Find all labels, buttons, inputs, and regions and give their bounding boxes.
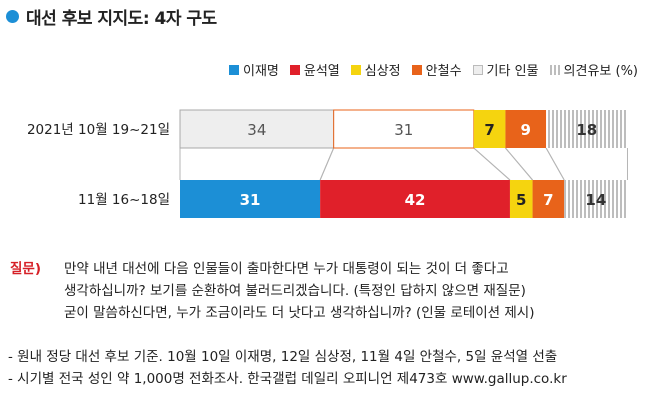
legend-item: 기타 인물 <box>472 60 539 79</box>
bar-value-label: 34 <box>247 121 266 139</box>
bar-value-label: 5 <box>516 191 526 209</box>
bar-value-label: 18 <box>576 121 597 139</box>
bar-value-label: 7 <box>543 191 553 209</box>
connector-line <box>319 147 335 181</box>
segment-connectors <box>179 147 628 181</box>
legend-item: 안철수 <box>411 60 462 79</box>
category-label: 11월 16~18일 <box>78 192 170 208</box>
legend-item: 심상정 <box>350 60 401 79</box>
bar-value-label: 31 <box>394 121 413 139</box>
question-line: 굳이 말씀하신다면, 누가 조금이라도 더 낫다고 생각하십니까? (인물 로테… <box>64 305 535 321</box>
bar-segment <box>505 110 547 148</box>
legend-item: 윤석열 <box>289 60 340 79</box>
bar-value-label: 31 <box>240 191 261 209</box>
legend-swatch <box>549 64 560 75</box>
legend-item: 의견유보 (%) <box>549 60 638 79</box>
legend-item: 이재명 <box>228 60 279 79</box>
legend-swatch <box>472 64 483 75</box>
bar-segment <box>532 180 565 218</box>
footnote: - 원내 정당 대선 후보 기준. 10월 10일 이재명, 12일 심상정, … <box>8 349 558 365</box>
bar-value-label: 9 <box>521 121 531 139</box>
footnote: - 시기별 전국 성인 약 1,000명 전화조사. 한국갤럽 데일리 오피니언… <box>8 371 567 387</box>
legend-swatch <box>289 64 300 75</box>
question-line: 생각하십니까? 보기를 순환하여 불러드리겠습니다. (특정인 답하지 않으면 … <box>64 283 526 299</box>
bar-segment <box>180 180 321 218</box>
legend-label: 이재명 <box>242 64 279 79</box>
connector-line <box>505 147 533 181</box>
bar-segment <box>546 110 628 148</box>
connector-line <box>545 147 565 181</box>
legend-label: 윤석열 <box>303 64 340 79</box>
legend-label: 심상정 <box>364 64 401 79</box>
bar-segment <box>320 180 510 218</box>
title-bullet-icon <box>6 9 19 23</box>
question-text: 만약 내년 대선에 다음 인물들이 출마한다면 누가 대통령이 되는 것이 더 … <box>64 258 634 324</box>
bar-value-label: 7 <box>484 121 494 139</box>
connector-line <box>473 147 511 181</box>
bar-value-label: 14 <box>585 191 606 209</box>
category-label: 2021년 10월 19~21일 <box>27 122 170 138</box>
legend-label: 안철수 <box>425 64 462 79</box>
footnotes: - 원내 정당 대선 후보 기준. 10월 10일 이재명, 12일 심상정, … <box>8 346 567 390</box>
legend-label: 의견유보 (%) <box>563 64 638 79</box>
legend-swatch <box>228 64 239 75</box>
bar-segment <box>564 180 628 218</box>
question-label: 질문) <box>10 261 42 277</box>
legend-label: 기타 인물 <box>486 64 539 79</box>
bar-value-label: 42 <box>405 191 426 209</box>
legend-swatch <box>411 64 422 75</box>
bar-segment <box>473 110 506 148</box>
question-line: 만약 내년 대선에 다음 인물들이 출마한다면 누가 대통령이 되는 것이 더 … <box>64 261 509 277</box>
bar-segment <box>509 180 533 218</box>
legend-swatch <box>350 64 361 75</box>
bar-segment <box>333 109 475 149</box>
title-row: 대선 후보 지지도: 4자 구도 <box>6 4 217 29</box>
chart-title: 대선 후보 지지도: 4자 구도 <box>26 8 217 29</box>
legend: 이재명 윤석열 심상정 안철수 기타 인물 의견유보 (%) <box>218 60 638 79</box>
